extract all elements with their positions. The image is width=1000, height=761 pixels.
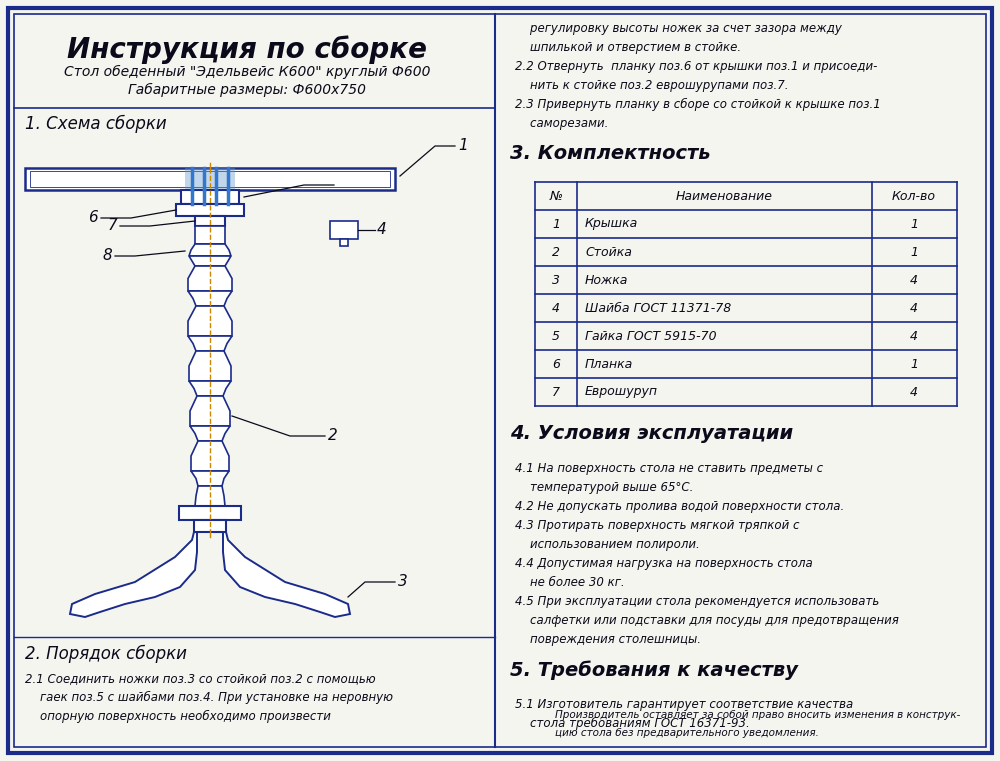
Text: Ножка: Ножка xyxy=(585,273,628,286)
Text: 4: 4 xyxy=(377,222,387,237)
Text: 2.1 Соединить ножки поз.3 со стойкой поз.2 с помощью: 2.1 Соединить ножки поз.3 со стойкой поз… xyxy=(25,672,376,685)
Text: 2: 2 xyxy=(328,428,338,444)
Text: Кол-во: Кол-во xyxy=(892,189,936,202)
Text: 1: 1 xyxy=(552,218,560,231)
Text: 4: 4 xyxy=(552,301,560,314)
Text: 3. Комплектность: 3. Комплектность xyxy=(510,144,711,163)
Polygon shape xyxy=(190,396,230,426)
Text: 1. Схема сборки: 1. Схема сборки xyxy=(25,115,167,133)
Text: №: № xyxy=(550,189,562,202)
Polygon shape xyxy=(190,426,230,441)
Text: 3: 3 xyxy=(552,273,560,286)
Polygon shape xyxy=(188,336,232,351)
Polygon shape xyxy=(189,256,231,266)
Text: 7: 7 xyxy=(107,218,117,234)
Bar xyxy=(185,168,235,190)
Text: повреждения столешницы.: повреждения столешницы. xyxy=(515,633,701,646)
Polygon shape xyxy=(195,486,225,506)
Text: 4.5 При эксплуатации стола рекомендуется использовать: 4.5 При эксплуатации стола рекомендуется… xyxy=(515,595,879,608)
Bar xyxy=(194,520,226,532)
Polygon shape xyxy=(189,244,231,256)
Text: 7: 7 xyxy=(552,386,560,399)
Text: 6: 6 xyxy=(552,358,560,371)
Text: Крышка: Крышка xyxy=(585,218,638,231)
Bar xyxy=(25,168,395,190)
Bar xyxy=(181,190,239,204)
Text: 6: 6 xyxy=(88,211,98,225)
Text: 2: 2 xyxy=(552,246,560,259)
Polygon shape xyxy=(188,291,232,306)
Text: нить к стойке поз.2 еврошурупами поз.7.: нить к стойке поз.2 еврошурупами поз.7. xyxy=(515,79,788,92)
Text: опорную поверхность необходимо произвести: опорную поверхность необходимо произвест… xyxy=(25,710,331,723)
Text: 1: 1 xyxy=(910,218,918,231)
Text: шпилькой и отверстием в стойке.: шпилькой и отверстием в стойке. xyxy=(515,41,741,54)
Text: Производитель оставляет за собой право вносить изменения в конструк-: Производитель оставляет за собой право в… xyxy=(555,710,960,720)
Text: 1: 1 xyxy=(458,139,468,154)
Bar xyxy=(330,221,358,239)
Text: Еврошуруп: Еврошуруп xyxy=(585,386,658,399)
Polygon shape xyxy=(188,306,232,336)
Text: 5: 5 xyxy=(337,177,347,193)
Text: салфетки или подставки для посуды для предотвращения: салфетки или подставки для посуды для пр… xyxy=(515,614,899,627)
Text: 3: 3 xyxy=(398,575,408,590)
Bar xyxy=(30,171,390,187)
Text: 2. Порядок сборки: 2. Порядок сборки xyxy=(25,645,187,664)
Text: Шайба ГОСТ 11371-78: Шайба ГОСТ 11371-78 xyxy=(585,301,731,314)
Text: регулировку высоты ножек за счет зазора между: регулировку высоты ножек за счет зазора … xyxy=(515,22,842,35)
Text: 4: 4 xyxy=(910,386,918,399)
Text: 4.3 Протирать поверхность мягкой тряпкой с: 4.3 Протирать поверхность мягкой тряпкой… xyxy=(515,519,800,532)
Text: Гайка ГОСТ 5915-70: Гайка ГОСТ 5915-70 xyxy=(585,330,717,342)
Polygon shape xyxy=(70,532,197,617)
Text: Стойка: Стойка xyxy=(585,246,632,259)
Text: стола требованиям ГОСТ 16371-93.: стола требованиям ГОСТ 16371-93. xyxy=(515,717,750,730)
Bar xyxy=(340,239,348,246)
Text: 4. Условия эксплуатации: 4. Условия эксплуатации xyxy=(510,424,793,443)
Text: 2.3 Привернуть планку в сборе со стойкой к крышке поз.1: 2.3 Привернуть планку в сборе со стойкой… xyxy=(515,98,881,111)
Text: 4: 4 xyxy=(910,273,918,286)
Text: 4: 4 xyxy=(910,301,918,314)
Text: саморезами.: саморезами. xyxy=(515,117,608,130)
Text: не более 30 кг.: не более 30 кг. xyxy=(515,576,625,589)
Text: 1: 1 xyxy=(910,358,918,371)
Polygon shape xyxy=(189,351,231,381)
Polygon shape xyxy=(189,381,231,396)
Bar xyxy=(179,506,241,520)
Text: 4.1 На поверхность стола не ставить предметы с: 4.1 На поверхность стола не ставить пред… xyxy=(515,462,823,475)
Text: 1: 1 xyxy=(910,246,918,259)
Text: Планка: Планка xyxy=(585,358,633,371)
Text: Габаритные размеры: Ф600х750: Габаритные размеры: Ф600х750 xyxy=(128,83,366,97)
Text: 4.2 Не допускать пролива водой поверхности стола.: 4.2 Не допускать пролива водой поверхнос… xyxy=(515,500,844,513)
Polygon shape xyxy=(195,226,225,244)
Text: 2.2 Отвернуть  планку поз.6 от крышки поз.1 и присоеди-: 2.2 Отвернуть планку поз.6 от крышки поз… xyxy=(515,60,877,73)
Polygon shape xyxy=(223,532,350,617)
Text: 5: 5 xyxy=(552,330,560,342)
Text: 4.4 Допустимая нагрузка на поверхность стола: 4.4 Допустимая нагрузка на поверхность с… xyxy=(515,557,813,570)
Polygon shape xyxy=(188,266,232,291)
Text: температурой выше 65°С.: температурой выше 65°С. xyxy=(515,481,693,494)
Text: 8: 8 xyxy=(102,249,112,263)
Polygon shape xyxy=(191,441,229,471)
Text: Наименование: Наименование xyxy=(676,189,772,202)
Text: Инструкция по сборке: Инструкция по сборке xyxy=(67,35,427,64)
Polygon shape xyxy=(191,471,229,486)
Text: 5. Требования к качеству: 5. Требования к качеству xyxy=(510,660,798,680)
Text: 5.1 Изготовитель гарантирует соответствие качества: 5.1 Изготовитель гарантирует соответстви… xyxy=(515,698,853,711)
Text: гаек поз.5 с шайбами поз.4. При установке на неровную: гаек поз.5 с шайбами поз.4. При установк… xyxy=(25,691,393,704)
Text: цию стола без предварительного уведомления.: цию стола без предварительного уведомлен… xyxy=(555,728,819,738)
Bar xyxy=(176,204,244,216)
Text: использованием полироли.: использованием полироли. xyxy=(515,538,700,551)
Bar xyxy=(195,216,225,226)
Text: 4: 4 xyxy=(910,330,918,342)
Text: Стол обеденный "Эдельвейс К600" круглый Ф600: Стол обеденный "Эдельвейс К600" круглый … xyxy=(64,65,430,79)
